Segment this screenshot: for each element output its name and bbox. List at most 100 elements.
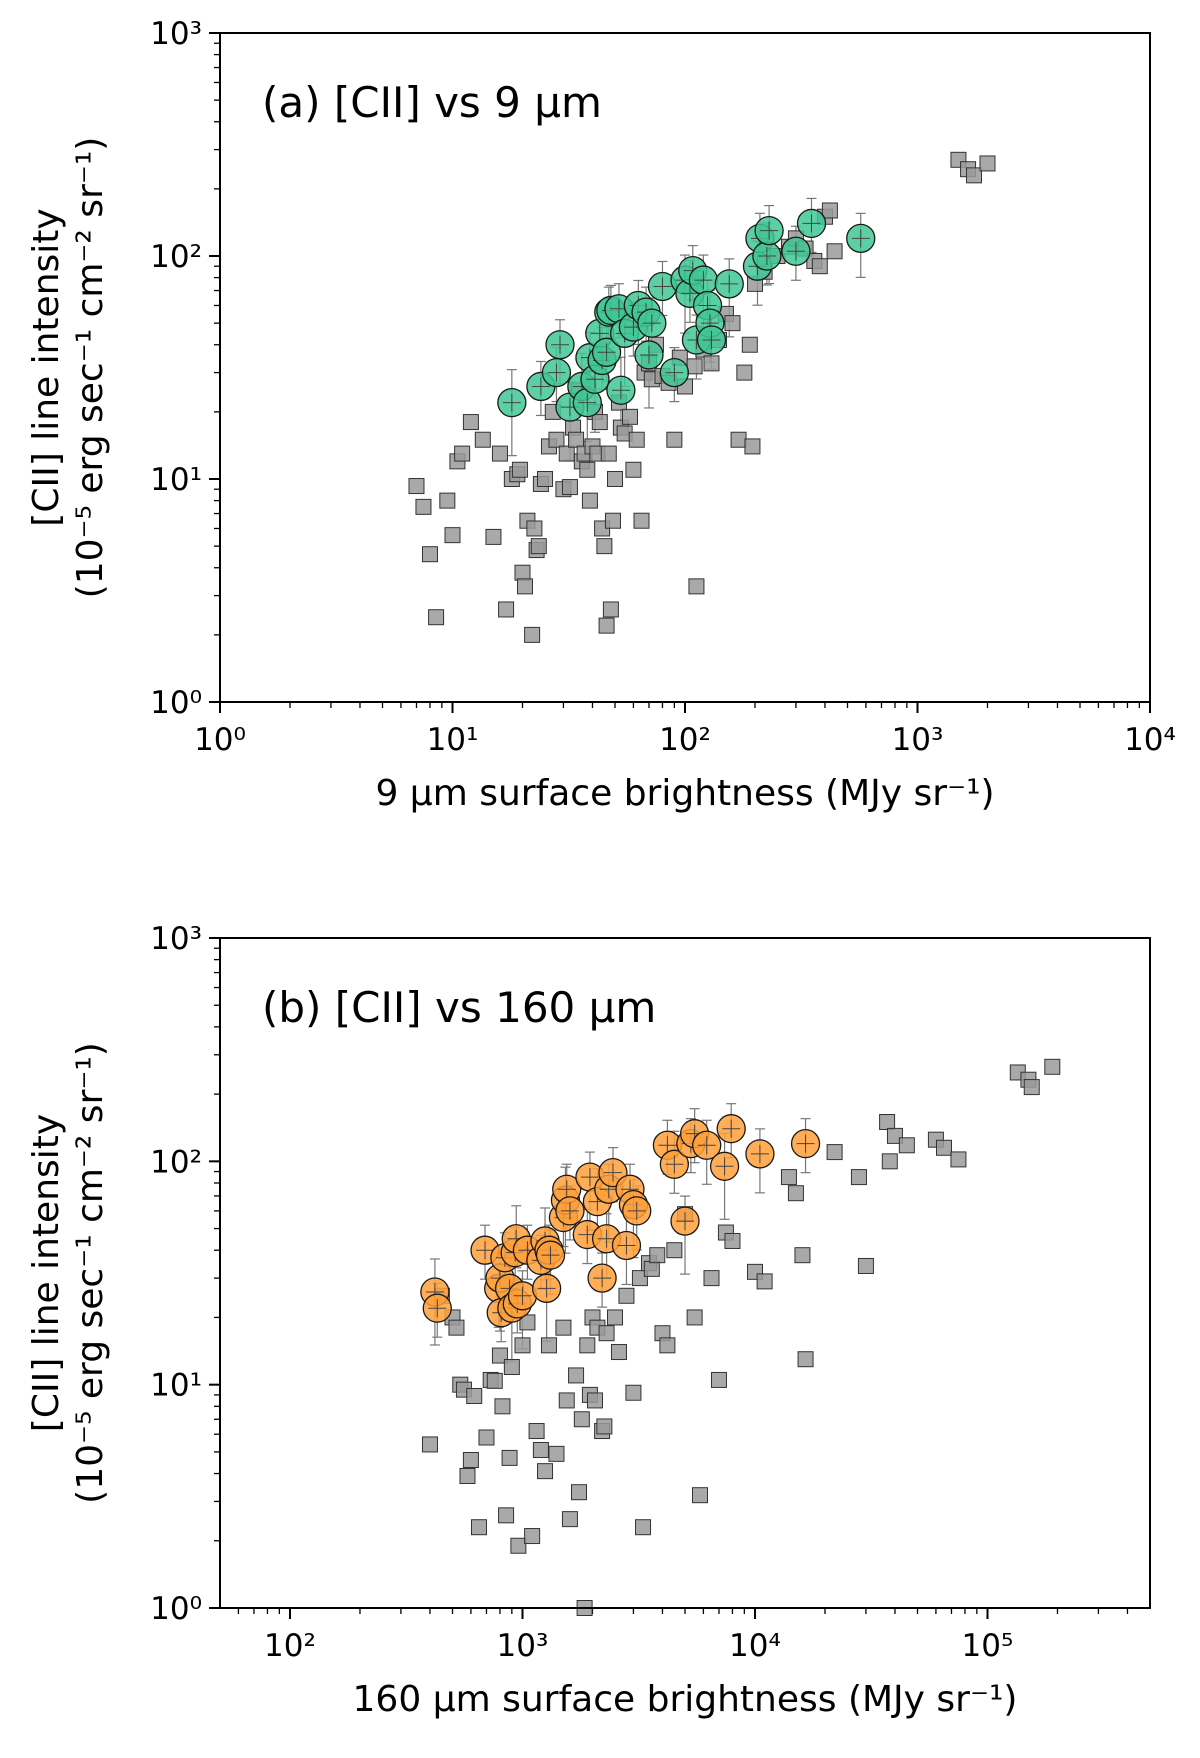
data-point-square (604, 512, 621, 529)
y-tick-label: 10⁰ (150, 1591, 202, 1627)
data-point-square (511, 461, 528, 478)
data-point-square (703, 1270, 720, 1287)
data-point-square (600, 445, 617, 462)
x-tick-label: 10⁰ (194, 722, 246, 758)
data-point-circle (497, 387, 527, 418)
data-point-square (540, 1337, 557, 1354)
data-point-circle (716, 1114, 746, 1144)
data-point-square (558, 1392, 575, 1409)
data-point-square (741, 336, 758, 353)
panel-a-green-circles (497, 208, 876, 422)
data-point-square (691, 1487, 708, 1504)
data-point-square (688, 578, 705, 595)
y-tick-label: 10³ (150, 16, 202, 52)
data-point-square (979, 155, 996, 172)
data-point-square (826, 1144, 843, 1161)
panel-a-y-axis-label-line1: [CII] line intensity (26, 208, 67, 526)
data-point-square (408, 478, 425, 495)
panel-b-minor-ticks (214, 947, 1129, 1614)
panel-a-major-ticks (209, 32, 1151, 713)
data-point-square (621, 408, 638, 425)
data-point-square (485, 528, 502, 545)
y-tick-label: 10¹ (150, 1368, 202, 1404)
data-point-square (548, 431, 565, 448)
data-point-square (466, 1387, 483, 1404)
data-point-square (966, 167, 983, 184)
panel-a-frame (219, 32, 1151, 703)
data-point-square (568, 431, 585, 448)
data-point-circle (637, 308, 667, 338)
data-point-square (686, 358, 703, 375)
panel-b-x-axis-label: 160 μm surface brightness (MJy sr⁻¹) (353, 1679, 1018, 1720)
panel-b-major-ticks (209, 937, 989, 1619)
panel-b-y-tick-labels: 10⁰ 10¹ 10² 10³ (150, 921, 202, 1627)
data-point-square (514, 564, 531, 581)
data-point-square (635, 1519, 652, 1536)
y-tick-label: 10³ (150, 921, 202, 957)
data-point-square (935, 1139, 952, 1156)
data-point-circle (714, 269, 744, 299)
data-point-square (724, 315, 741, 332)
data-point-circle (696, 325, 727, 355)
y-tick-label: 10¹ (150, 462, 202, 498)
y-tick-label: 10² (150, 239, 202, 275)
data-point-circle (591, 337, 622, 367)
data-point-square (1023, 1079, 1040, 1096)
data-point-square (881, 1153, 898, 1170)
data-point-square (516, 578, 533, 595)
data-point-circle (659, 1149, 690, 1179)
data-point-square (879, 1114, 896, 1131)
data-point-square (950, 1151, 967, 1168)
data-point-square (561, 1511, 578, 1528)
data-point-square (498, 1507, 515, 1524)
data-point-square (591, 414, 608, 431)
data-point-square (439, 492, 456, 509)
data-point-square (596, 1418, 613, 1435)
data-point-square (736, 364, 753, 381)
panel-b-y-axis-label-line2: (10⁻⁵ erg sec⁻¹ cm⁻² sr⁻¹) (70, 1042, 111, 1504)
data-point-square (787, 1185, 804, 1202)
data-point-square (703, 355, 720, 372)
data-point-circle (752, 241, 782, 271)
data-point-square (659, 1337, 676, 1354)
data-point-square (857, 1257, 874, 1274)
y-tick-label: 10² (150, 1144, 202, 1180)
data-point-square (797, 1351, 814, 1368)
data-point-square (459, 1467, 476, 1484)
data-point-square (444, 527, 461, 544)
panel-b-title: (b) [CII] vs 160 μm (262, 983, 656, 1032)
data-point-square (510, 1537, 527, 1554)
data-point-square (421, 1436, 438, 1453)
data-point-square (586, 1392, 603, 1409)
data-point-square (598, 1325, 615, 1342)
data-point-circle (507, 1281, 538, 1311)
data-point-square (524, 1528, 541, 1545)
x-tick-label: 10⁵ (962, 1628, 1014, 1664)
panel-b-gray-squares (421, 1058, 1061, 1616)
panel-b-frame (219, 937, 1151, 1609)
data-point-square (503, 1358, 520, 1375)
data-point-circle (541, 357, 572, 388)
data-point-square (607, 471, 624, 487)
data-point-square (555, 1319, 572, 1336)
data-point-circle (545, 330, 575, 360)
data-point-square (850, 1169, 867, 1186)
data-point-square (526, 520, 543, 537)
panel-a-title: (a) [CII] vs 9 μm (262, 78, 602, 127)
data-point-square (478, 1429, 495, 1446)
data-point-square (625, 1384, 642, 1401)
data-point-square (631, 1270, 648, 1287)
data-point-square (498, 601, 515, 618)
data-point-square (524, 626, 541, 643)
data-point-circle (670, 1206, 700, 1236)
data-point-square (724, 1232, 741, 1249)
data-point-square (532, 1441, 549, 1458)
data-point-square (618, 1287, 635, 1304)
data-point-square (780, 1169, 797, 1186)
data-point-square (474, 431, 491, 448)
panel-a-y-tick-labels: 10⁰ 10¹ 10² 10³ (150, 16, 202, 721)
x-tick-label: 10² (264, 1628, 316, 1664)
data-point-square (794, 1247, 811, 1264)
data-point-square (530, 538, 547, 555)
